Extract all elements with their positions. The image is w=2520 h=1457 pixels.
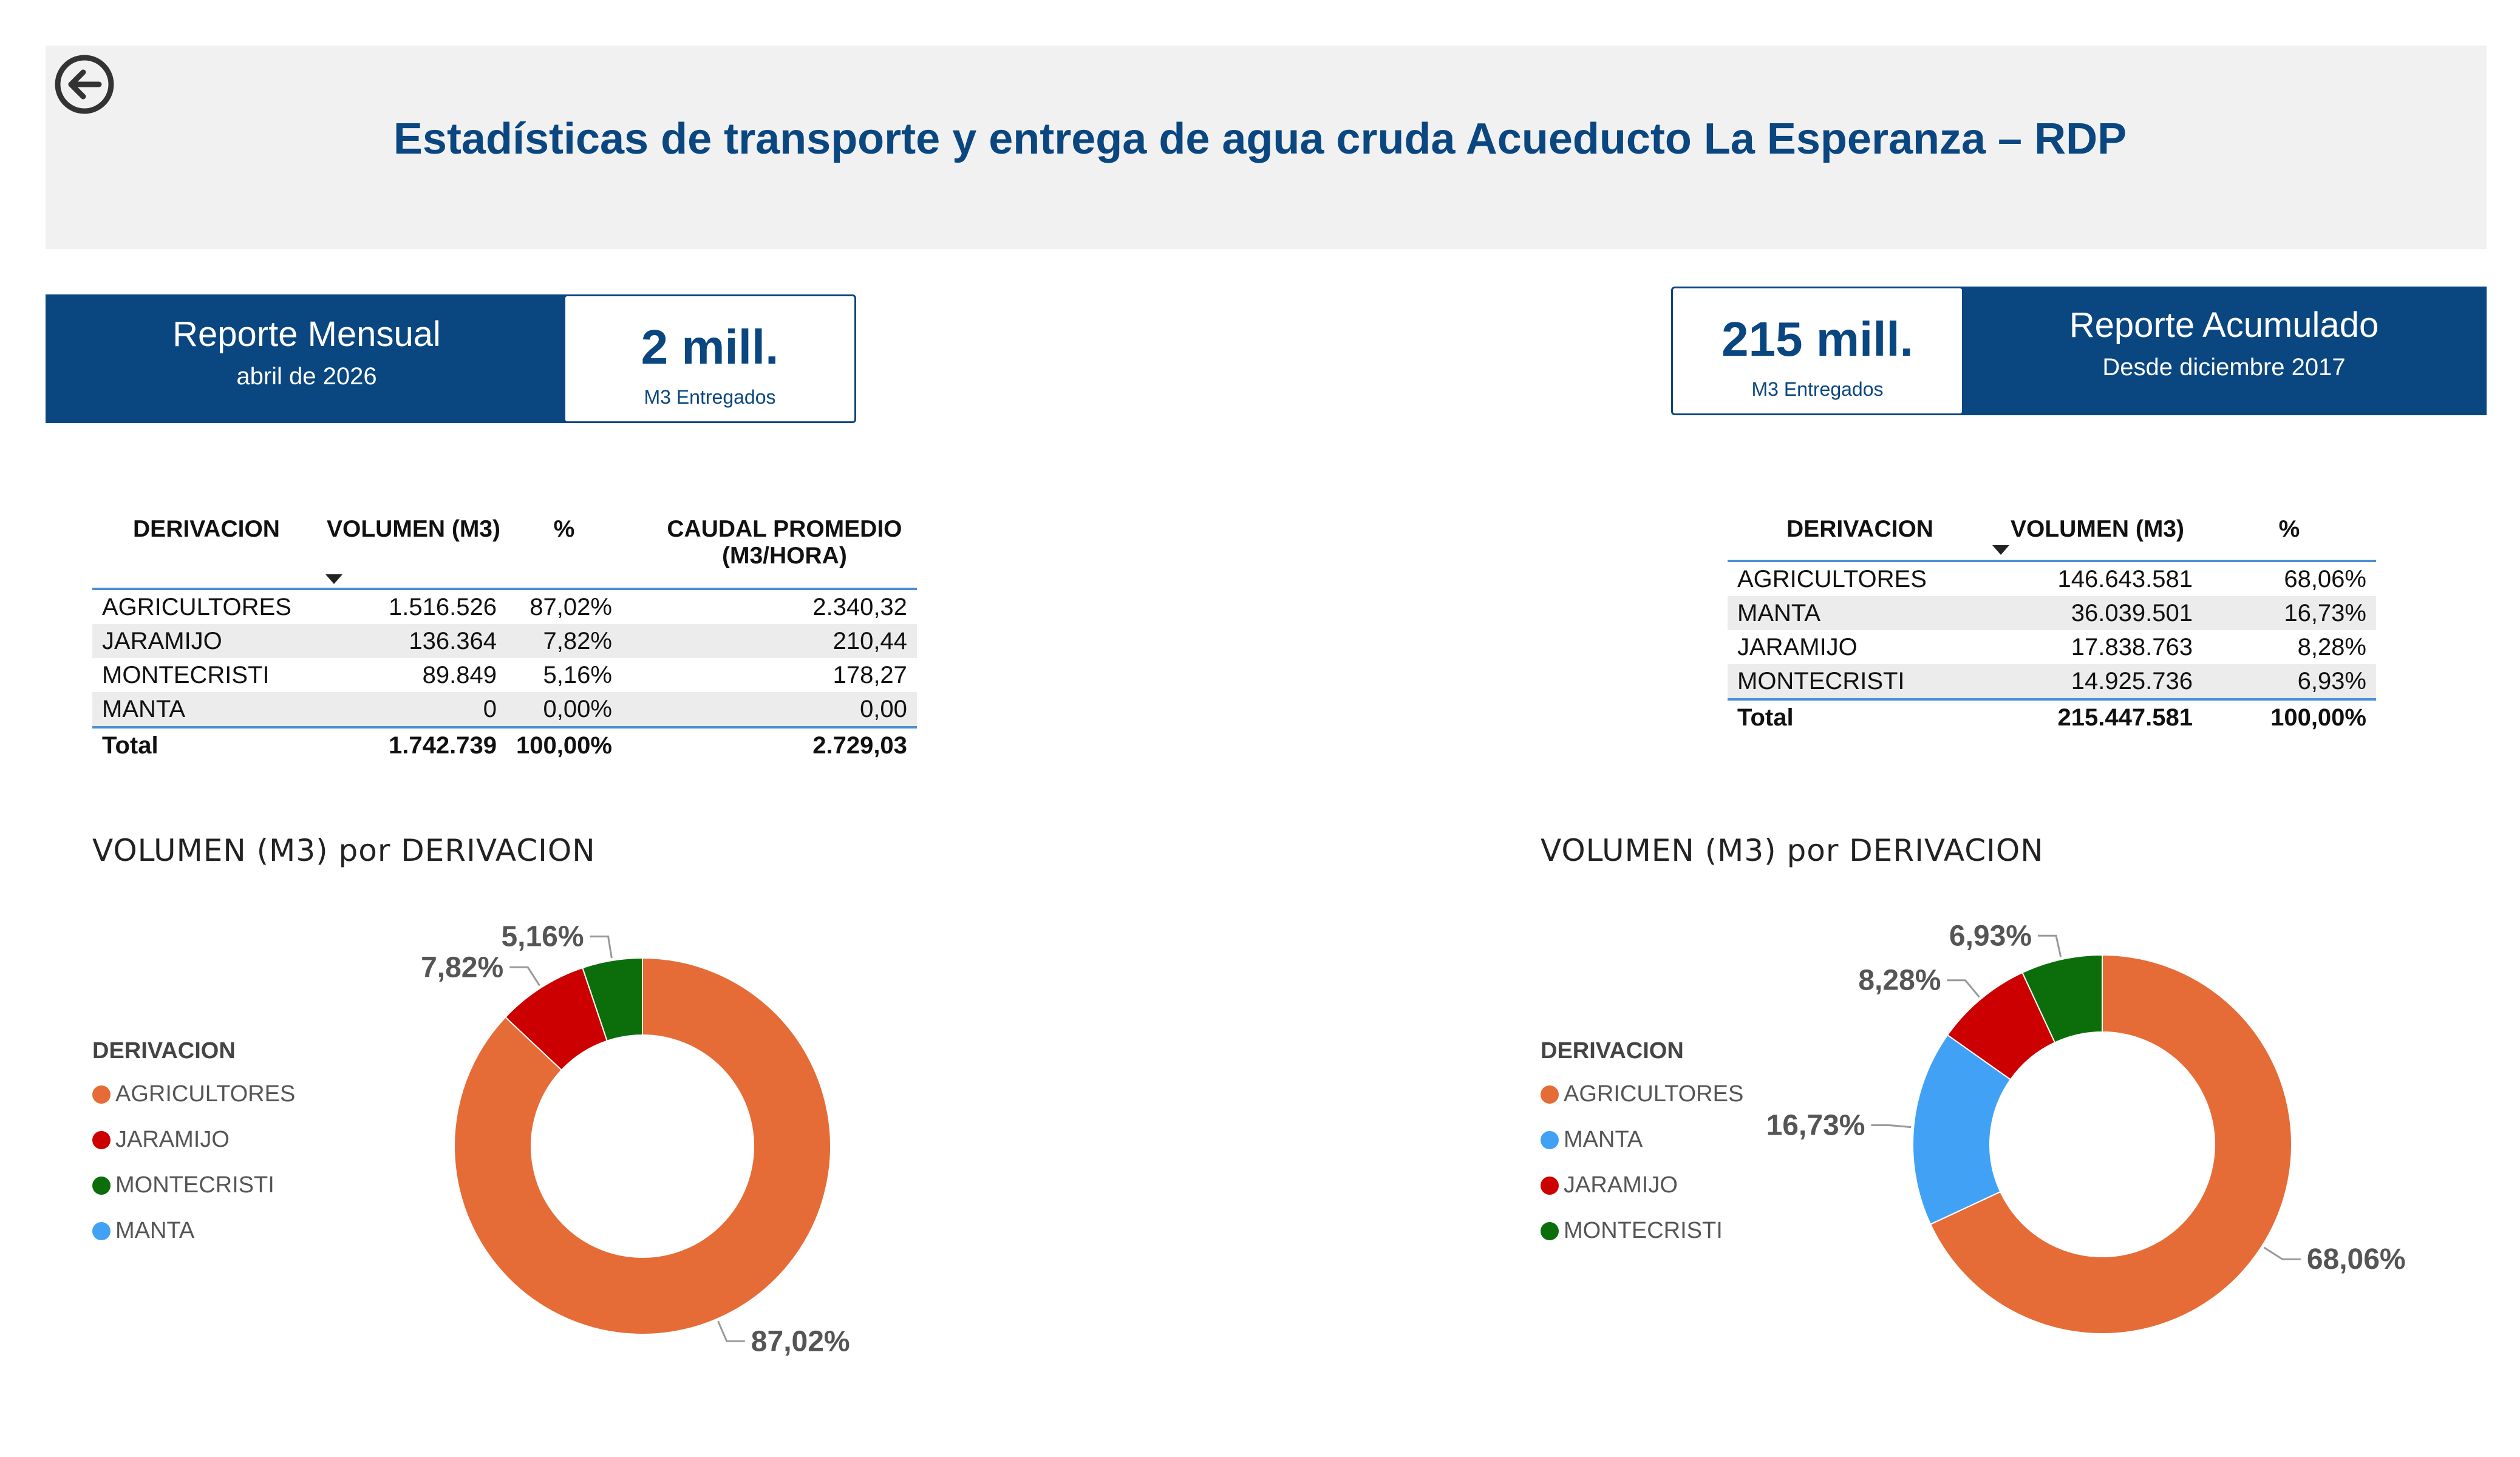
back-arrow-circle-icon[interactable] xyxy=(52,52,117,117)
legend-item-montecristi[interactable]: MONTECRISTI xyxy=(1541,1218,1743,1244)
data-label-leader-line xyxy=(1947,979,1980,998)
legend-item-jaramijo[interactable]: JARAMIJO xyxy=(92,1127,295,1153)
data-label: 6,93% xyxy=(1949,920,2032,952)
legend-title: DERIVACION xyxy=(1541,1038,1684,1064)
data-label-leader-line xyxy=(509,966,540,987)
data-label: 68,06% xyxy=(2307,1243,2406,1275)
data-label: 87,02% xyxy=(751,1325,850,1357)
table-row: MONTECRISTI 89.849 5,16% 178,27 xyxy=(102,661,907,688)
table-row: MANTA 36.039.501 16,73% xyxy=(1728,596,2376,630)
data-label-leader-line xyxy=(2263,1246,2301,1260)
column-header-percent[interactable]: % xyxy=(506,516,622,590)
legend-title: DERIVACION xyxy=(92,1038,236,1064)
table-row: AGRICULTORES 1.516.526 87,02% 2.340,32 xyxy=(102,593,907,620)
donut-slice-agricultores[interactable] xyxy=(1929,954,2292,1334)
data-label: 16,73% xyxy=(1766,1109,1865,1141)
cumulative-report-period: Desde diciembre 2017 xyxy=(2102,354,2346,381)
cumulative-kpi-label: M3 Entregados xyxy=(1751,378,1884,400)
table-total-row: Total 1.742.739 100,00% 2.729,03 xyxy=(92,726,917,762)
column-header-percent[interactable]: % xyxy=(2202,516,2376,562)
monthly-report-band: Reporte Mensual abril de 2026 xyxy=(46,294,610,423)
cumulative-report-label: Reporte Acumulado xyxy=(2069,305,2379,345)
column-header-volumen[interactable]: VOLUMEN (M3) xyxy=(1992,516,2202,562)
table-row: MONTECRISTI 14.925.736 6,93% xyxy=(1728,664,2376,699)
column-header-volumen[interactable]: VOLUMEN (M3) xyxy=(321,516,506,590)
cumulative-report-band: Reporte Acumulado Desde diciembre 2017 xyxy=(1961,287,2487,415)
table-row: AGRICULTORES 146.643.581 68,06% xyxy=(1737,565,2366,593)
column-header-derivacion[interactable]: DERIVACION xyxy=(92,516,321,590)
monthly-table: DERIVACION VOLUMEN (M3) % CAUDAL PROMEDI… xyxy=(92,516,917,762)
donut-slice-agricultores[interactable] xyxy=(453,957,831,1335)
monthly-chart-title: VOLUMEN (M3) por DERIVACION xyxy=(92,833,596,868)
data-label: 5,16% xyxy=(501,921,584,953)
data-label-leader-line xyxy=(2037,934,2062,957)
column-header-caudal[interactable]: CAUDAL PROMEDIO (M3/HORA) xyxy=(621,516,917,590)
donut-slice-montecristi[interactable] xyxy=(582,957,643,1042)
cumulative-kpi-card: 215 mill. M3 Entregados xyxy=(1671,287,1964,415)
table-row: JARAMIJO 136.364 7,82% 210,44 xyxy=(92,624,917,658)
data-label: 8,28% xyxy=(1858,965,1941,997)
monthly-chart-legend: DERIVACION AGRICULTORES JARAMIJO MONTECR… xyxy=(92,1038,295,1263)
monthly-kpi-card: 2 mill. M3 Entregados xyxy=(564,294,856,423)
legend-item-manta[interactable]: MANTA xyxy=(92,1218,295,1244)
cumulative-kpi-value: 215 mill. xyxy=(1721,312,1913,366)
monthly-report-label: Reporte Mensual xyxy=(172,314,441,354)
legend-item-montecristi[interactable]: MONTECRISTI xyxy=(92,1172,295,1198)
legend-item-agricultores[interactable]: AGRICULTORES xyxy=(92,1081,295,1107)
header-bar xyxy=(46,46,2487,249)
page-title: Estadísticas de transporte y entrega de … xyxy=(393,115,2127,163)
monthly-kpi-label: M3 Entregados xyxy=(644,386,776,408)
data-label-leader-line xyxy=(590,936,613,959)
table-row: MANTA 0 0,00% 0,00 xyxy=(92,692,917,727)
cumulative-table: DERIVACION VOLUMEN (M3) % AGRICULTORES 14… xyxy=(1728,516,2376,735)
data-label-leader-line xyxy=(1871,1124,1912,1129)
donut-slice-manta[interactable] xyxy=(1912,1034,2012,1226)
donut-slice-montecristi[interactable] xyxy=(2021,954,2103,1044)
legend-item-manta[interactable]: MANTA xyxy=(1541,1127,1743,1153)
column-header-derivacion[interactable]: DERIVACION xyxy=(1728,516,1992,562)
data-label-leader-line xyxy=(717,1320,745,1342)
table-row: JARAMIJO 17.838.763 8,28% xyxy=(1737,633,2366,661)
legend-item-jaramijo[interactable]: JARAMIJO xyxy=(1541,1172,1743,1198)
cumulative-chart-legend: DERIVACION AGRICULTORES MANTA JARAMIJO M… xyxy=(1541,1038,1743,1263)
monthly-kpi-value: 2 mill. xyxy=(641,320,779,374)
legend-item-agricultores[interactable]: AGRICULTORES xyxy=(1541,1081,1743,1107)
sort-desc-icon[interactable] xyxy=(1992,545,2009,555)
cumulative-chart-title: VOLUMEN (M3) por DERIVACION xyxy=(1541,833,2044,868)
sort-desc-icon[interactable] xyxy=(325,574,342,584)
data-label: 7,82% xyxy=(421,951,503,983)
monthly-report-period: abril de 2026 xyxy=(236,363,377,390)
table-total-row: Total 215.447.581 100,00% xyxy=(1728,698,2376,735)
